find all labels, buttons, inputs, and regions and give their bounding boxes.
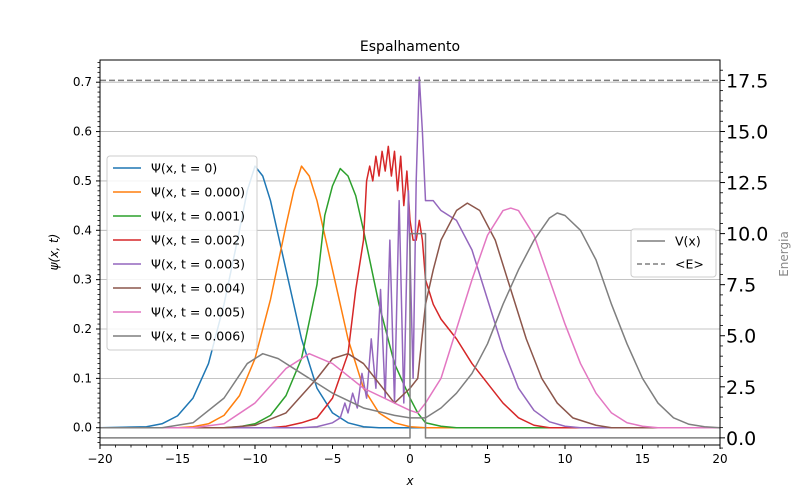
x-tick-label-8: 20 [712,452,727,466]
y-axis-right: 0.0 2.5 5.0 7.5 10.0 12.5 15.0 17.5 [720,69,768,450]
x-tick-label-4: 0 [406,452,414,466]
y-tick-label-5: 0.5 [73,174,92,188]
x-axis: −20 −15 −10 −5 0 5 10 15 20 [87,445,728,466]
legend-label-5: Ψ(x, t = 0.004) [151,281,245,296]
y-tick-label-0: 0.0 [73,421,92,435]
series-line-1 [100,165,720,429]
y-tick-label-7: 0.7 [73,75,92,89]
series-line-0 [99,165,720,429]
series-line-3 [100,145,720,429]
legend-left-box [106,155,258,351]
x-tick-label-3: −5 [324,452,342,466]
y-right-tick-label-5: 12.5 [726,173,768,195]
y-tick-label-4: 0.4 [73,223,92,237]
y-right-tick-label-1: 2.5 [726,377,756,399]
y-tick-label-1: 0.1 [73,371,92,385]
y-right-tick-label-4: 10.0 [726,224,768,246]
y-right-tick-label-7: 17.5 [726,70,768,92]
x-axis-title: x [405,474,414,488]
legend-label-7: Ψ(x, t = 0.006) [151,329,245,344]
plot-lines [99,76,721,439]
y-right-tick-label-2: 5.0 [726,326,756,348]
series-line-4 [100,76,720,429]
x-tick-label-0: −20 [87,452,112,466]
legend-label-6: Ψ(x, t = 0.005) [151,305,245,320]
x-tick-label-5: 5 [484,452,492,466]
legend-label-4: Ψ(x, t = 0.003) [151,257,245,272]
y-tick-label-6: 0.6 [73,125,92,139]
y-axis-title: ψ(x, t) [47,234,61,271]
x-tick-label-7: 15 [635,452,650,466]
y-tick-label-2: 0.2 [73,322,92,336]
x-tick-label-6: 10 [557,452,572,466]
legend-right: V(x) <E> [630,228,717,278]
x-tick-label-1: −15 [165,452,190,466]
legend-label-1: Ψ(x, t = 0.000) [151,185,245,200]
right-axis-title: Energia [777,231,791,277]
legend-right-label-1: <E> [675,257,704,272]
x-tick-label-2: −10 [242,452,267,466]
y-tick-label-3: 0.3 [73,273,92,287]
y-right-tick-label-0: 0.0 [726,428,756,450]
legend-label-3: Ψ(x, t = 0.002) [151,233,245,248]
y-axis-left: 0.0 0.1 0.2 0.3 0.4 0.5 0.6 0.7 [73,62,100,443]
legend-right-label-0: V(x) [675,234,701,249]
series-line-5 [100,202,720,429]
y-right-tick-label-3: 7.5 [726,275,756,297]
legend-label-0: Ψ(x, t = 0) [151,161,217,176]
chart-title: Espalhamento [360,39,460,55]
series-line-8 [100,232,720,439]
y-right-tick-label-6: 15.0 [726,121,768,143]
legend-label-2: Ψ(x, t = 0.001) [151,209,245,224]
series-line-6 [100,207,720,429]
series-line-7 [100,212,721,429]
legend-left: Ψ(x, t = 0) Ψ(x, t = 0.000) Ψ(x, t = 0.001… [106,155,258,351]
